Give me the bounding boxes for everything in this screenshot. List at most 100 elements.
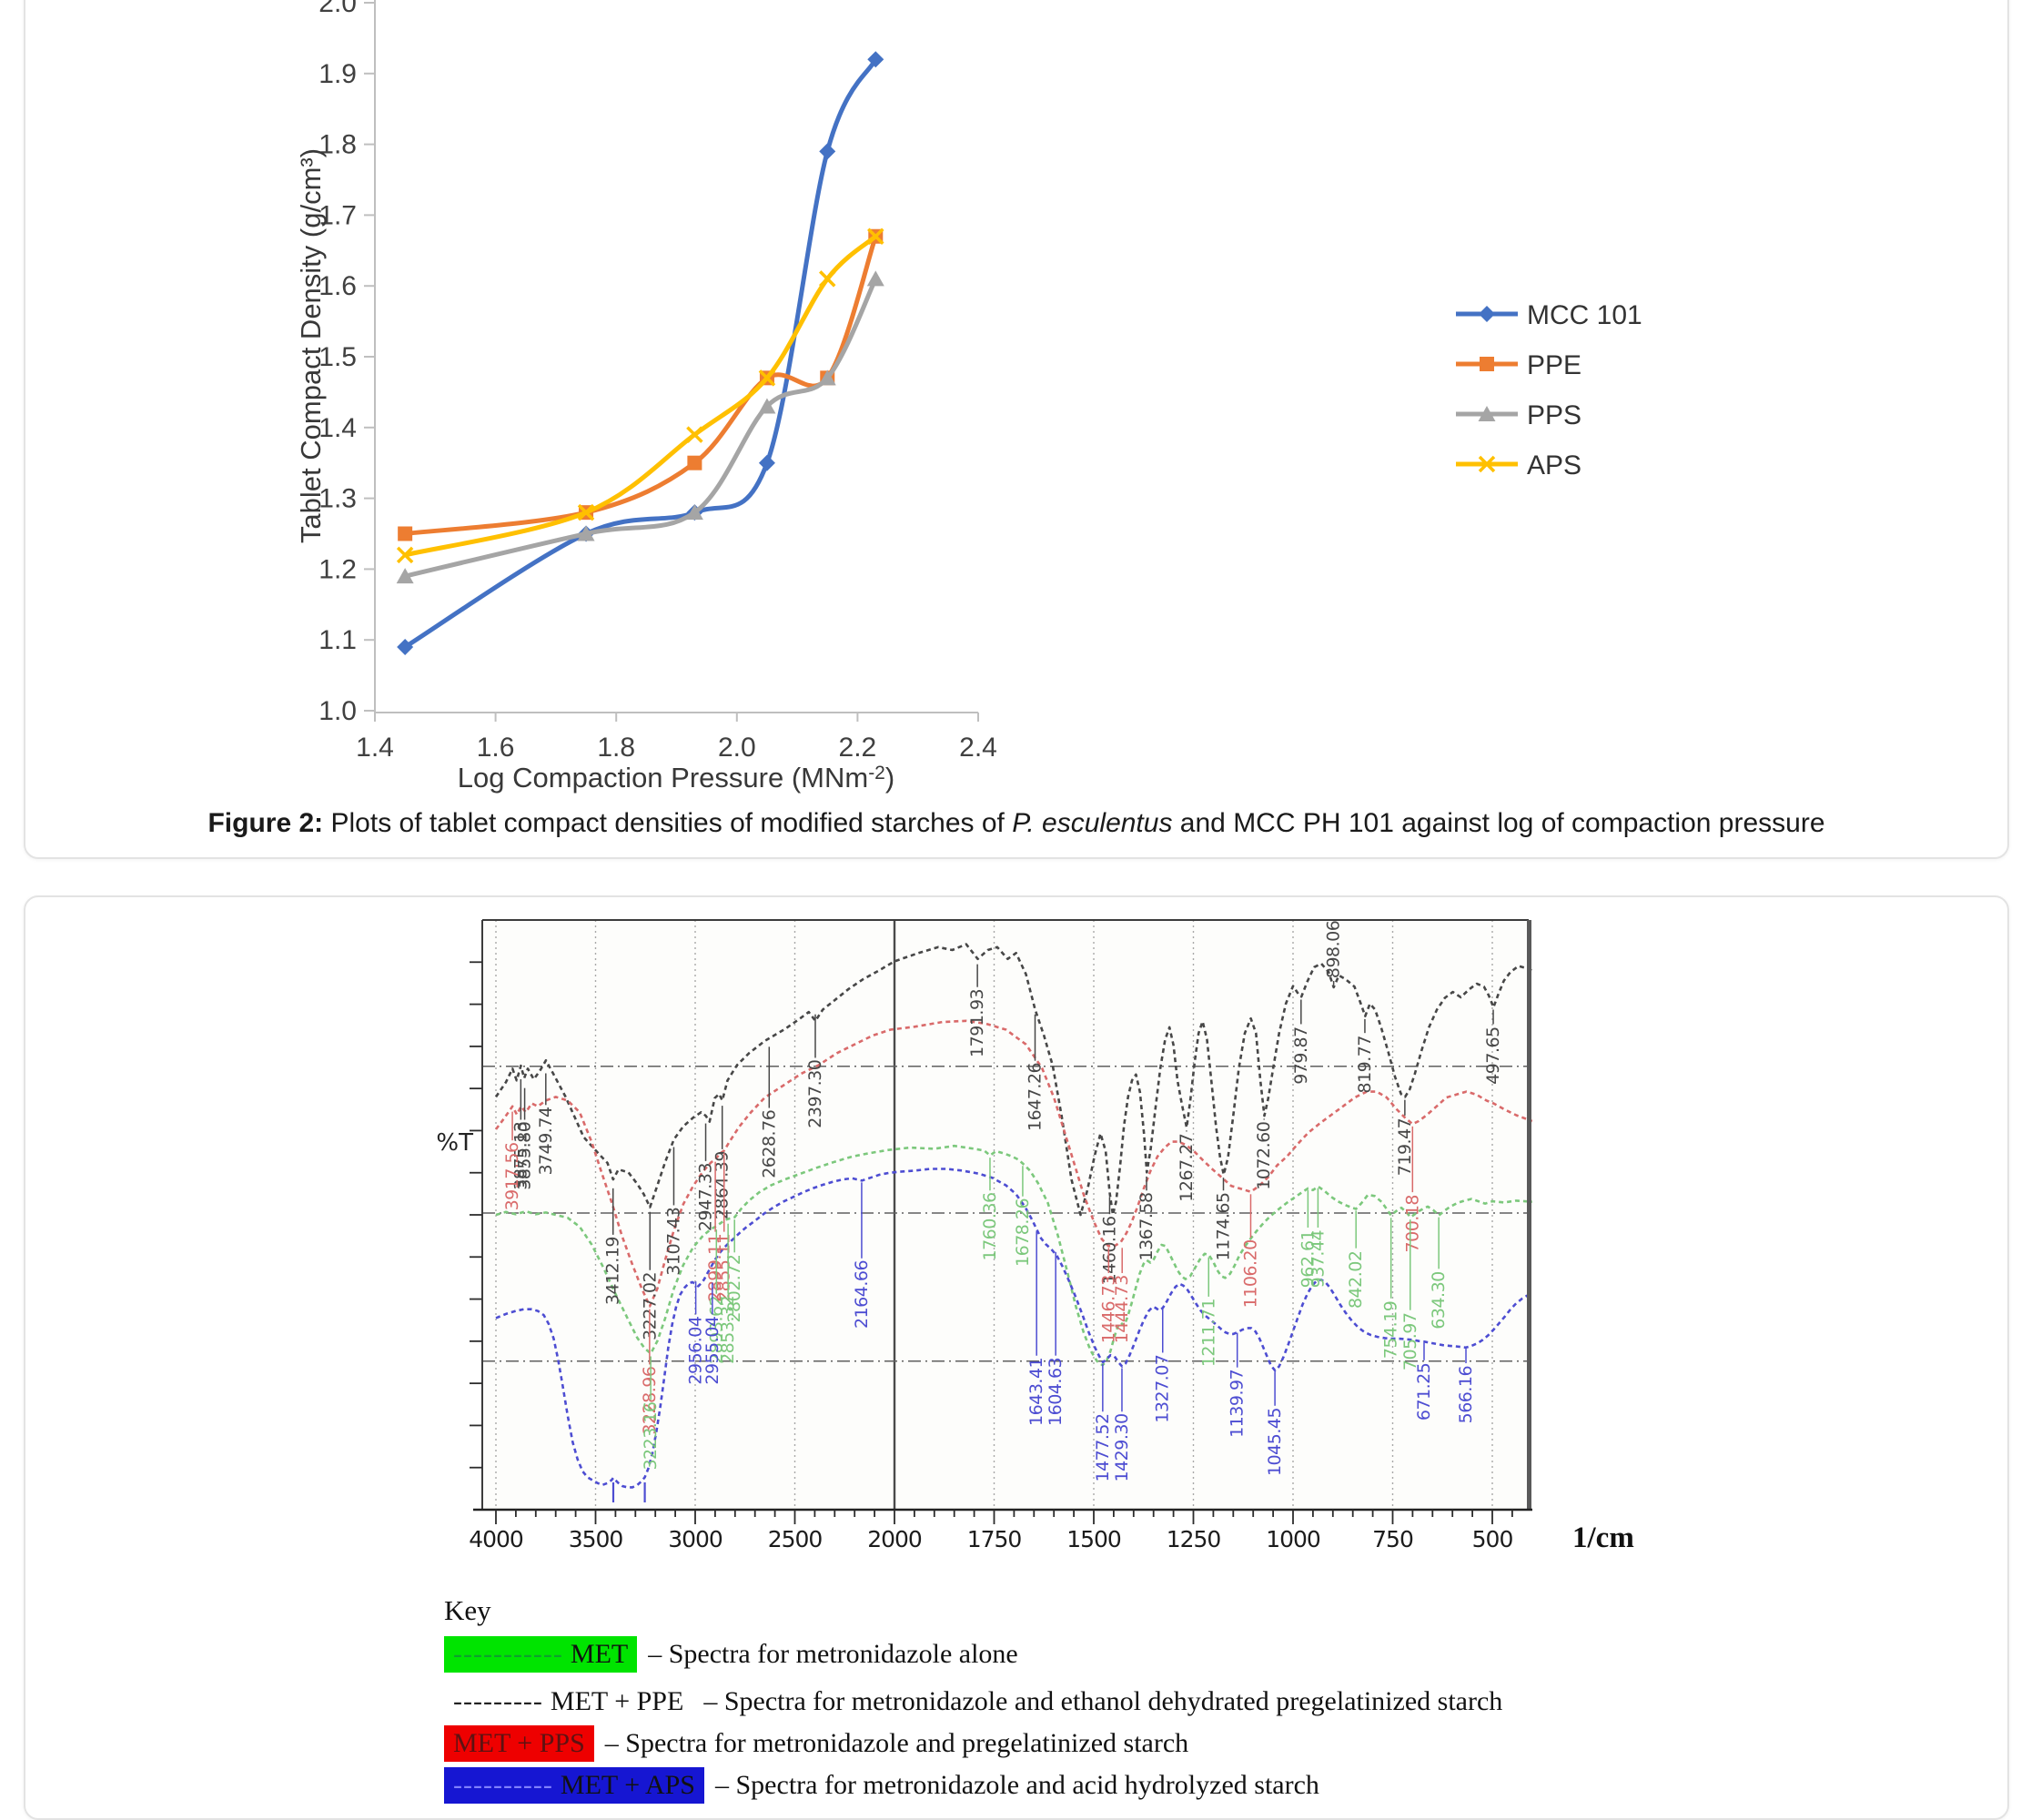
ftir-card: 3875.13 3855.80 3749.74 3412.19 3227.02 3107.… <box>24 895 2009 1820</box>
svg-text:1.9: 1.9 <box>318 59 357 89</box>
svg-text:3228.96: 3228.96 <box>640 1367 660 1435</box>
svg-text:979.87: 979.87 <box>1291 1026 1311 1084</box>
svg-text:1.0: 1.0 <box>318 696 357 726</box>
svg-text:1604.63: 1604.63 <box>1046 1358 1066 1426</box>
svg-text:719.47: 719.47 <box>1395 1118 1415 1176</box>
figure2-caption: Figure 2: Plots of tablet compact densit… <box>207 808 1825 838</box>
svg-text:1.1: 1.1 <box>318 625 357 655</box>
svg-text:1267.27: 1267.27 <box>1177 1134 1197 1202</box>
svg-text:1072.60: 1072.60 <box>1254 1122 1274 1190</box>
svg-text:1211.71: 1211.71 <box>1198 1299 1218 1367</box>
svg-text:2947.33: 2947.33 <box>696 1163 716 1231</box>
svg-text:3412.19: 3412.19 <box>603 1237 623 1305</box>
density-line-chart: 1.0 1.1 1.2 1.3 1.4 1.5 1.6 1.7 1.8 1.9 2.0 1.4 1.6 1… <box>295 0 1642 794</box>
svg-text:1045.45: 1045.45 <box>1265 1408 1285 1476</box>
svg-text:1139.97: 1139.97 <box>1228 1370 1248 1438</box>
svg-text:2500: 2500 <box>768 1526 823 1552</box>
svg-text:1.7: 1.7 <box>318 200 357 230</box>
key-row-met-ppe: --------- MET + PPE – Spectra for metroni… <box>444 1684 1502 1720</box>
species-name: P. esculentus <box>1012 808 1173 838</box>
svg-text:2853.32: 2853.32 <box>718 1296 738 1364</box>
met-pps-swatch: MET + PPS <box>444 1725 594 1762</box>
svg-text:497.65: 497.65 <box>1483 1026 1503 1084</box>
met-aps-swatch: ---------- MET + APS <box>444 1767 704 1804</box>
svg-text:1477.52: 1477.52 <box>1093 1413 1113 1481</box>
svg-text:1.8: 1.8 <box>597 733 635 763</box>
svg-text:PPE: PPE <box>1527 350 1581 380</box>
svg-text:1.6: 1.6 <box>318 271 357 301</box>
svg-text:1367.58: 1367.58 <box>1137 1192 1157 1260</box>
caption-label: Figure 2: <box>207 808 324 838</box>
svg-text:1174.65: 1174.65 <box>1214 1192 1234 1260</box>
svg-text:2955.04: 2955.04 <box>702 1316 722 1384</box>
wavenumber-unit-label: 1/cm <box>1572 1522 1634 1554</box>
svg-text:1.2: 1.2 <box>318 554 357 584</box>
svg-text:2628.76: 2628.76 <box>759 1110 779 1178</box>
svg-text:2000: 2000 <box>867 1526 922 1552</box>
key-title: Key <box>444 1594 491 1626</box>
met-swatch: ----------- MET <box>444 1636 638 1673</box>
chart-axes: 1.0 1.1 1.2 1.3 1.4 1.5 1.6 1.7 1.8 1.9 2.0 1.4 1.6 1… <box>318 0 997 763</box>
svg-text:705.97: 705.97 <box>1400 1313 1420 1370</box>
svg-text:1327.07: 1327.07 <box>1153 1355 1173 1423</box>
svg-text:2.0: 2.0 <box>318 0 357 18</box>
svg-text:671.25: 671.25 <box>1414 1363 1434 1421</box>
svg-text:2164.66: 2164.66 <box>852 1260 872 1329</box>
y-axis-title: Tablet Compact Density (g/cm³) <box>295 148 327 543</box>
chart-series <box>396 51 884 655</box>
svg-text:1.6: 1.6 <box>477 733 515 763</box>
svg-text:898.06: 898.06 <box>1324 921 1344 978</box>
ftir-gridlines <box>482 920 1529 1510</box>
svg-text:754.19: 754.19 <box>1381 1301 1401 1359</box>
svg-text:1.4: 1.4 <box>318 413 357 443</box>
svg-text:1.3: 1.3 <box>318 484 357 514</box>
svg-text:3875.13: 3875.13 <box>510 1122 530 1190</box>
svg-text:1750: 1750 <box>967 1526 1022 1552</box>
svg-text:634.30: 634.30 <box>1429 1271 1449 1329</box>
percent-transmittance-label: %T <box>436 1129 473 1157</box>
svg-text:2.2: 2.2 <box>839 733 877 763</box>
svg-text:2893.62: 2893.62 <box>706 1296 726 1364</box>
svg-text:3500: 3500 <box>569 1526 623 1552</box>
svg-text:1000: 1000 <box>1266 1526 1320 1552</box>
svg-text:2.0: 2.0 <box>718 733 756 763</box>
svg-text:3855.80: 3855.80 <box>515 1122 535 1190</box>
svg-text:4000: 4000 <box>469 1526 523 1552</box>
svg-text:3749.74: 3749.74 <box>536 1107 556 1175</box>
key-row-met-aps: ---------- MET + APS – Spectra for metron… <box>444 1767 1319 1804</box>
svg-text:842.02: 842.02 <box>1346 1251 1366 1309</box>
svg-text:2899.11: 2899.11 <box>705 1234 725 1302</box>
svg-text:2855.11: 2855.11 <box>714 1234 734 1302</box>
chart-legend: MCC 101 PPE PPS APS <box>1456 300 1642 480</box>
svg-text:1444.73: 1444.73 <box>1112 1275 1132 1343</box>
x-axis-title: Log Compaction Pressure (MNm-2) <box>458 762 894 794</box>
svg-text:1.4: 1.4 <box>356 733 394 763</box>
svg-text:1250: 1250 <box>1167 1526 1221 1552</box>
svg-text:2956.04: 2956.04 <box>686 1316 706 1384</box>
svg-text:MCC 101: MCC 101 <box>1527 300 1642 330</box>
svg-text:1643.41: 1643.41 <box>1026 1358 1046 1426</box>
svg-text:PPS: PPS <box>1527 400 1581 430</box>
svg-text:1760.36: 1760.36 <box>980 1192 1000 1260</box>
figure2-card: 1.0 1.1 1.2 1.3 1.4 1.5 1.6 1.7 1.8 1.9 2.0 1.4 1.6 1… <box>24 0 2009 859</box>
ftir-frame: 4000 3500 3000 2500 2000 1750 1500 1250 1000 750 5… <box>469 919 1532 1552</box>
svg-text:1446.73: 1446.73 <box>1098 1275 1118 1343</box>
svg-text:3223.16: 3223.16 <box>641 1401 661 1470</box>
svg-text:1.5: 1.5 <box>318 342 357 372</box>
svg-text:2802.72: 2802.72 <box>724 1254 744 1322</box>
svg-text:819.77: 819.77 <box>1355 1036 1375 1093</box>
svg-text:1791.93: 1791.93 <box>967 989 987 1057</box>
svg-text:1678.26: 1678.26 <box>1013 1198 1033 1267</box>
svg-text:2397.30: 2397.30 <box>805 1060 825 1128</box>
met-ppe-swatch: --------- MET + PPE <box>453 1686 684 1716</box>
svg-text:962.61: 962.61 <box>1298 1230 1318 1288</box>
svg-text:700.18: 700.18 <box>1402 1195 1422 1252</box>
svg-text:APS: APS <box>1527 450 1581 480</box>
svg-text:566.16: 566.16 <box>1456 1366 1476 1423</box>
svg-text:1460.16: 1460.16 <box>1099 1216 1119 1284</box>
svg-text:3000: 3000 <box>668 1526 722 1552</box>
svg-text:1429.30: 1429.30 <box>1112 1413 1132 1481</box>
svg-text:1500: 1500 <box>1066 1526 1121 1552</box>
